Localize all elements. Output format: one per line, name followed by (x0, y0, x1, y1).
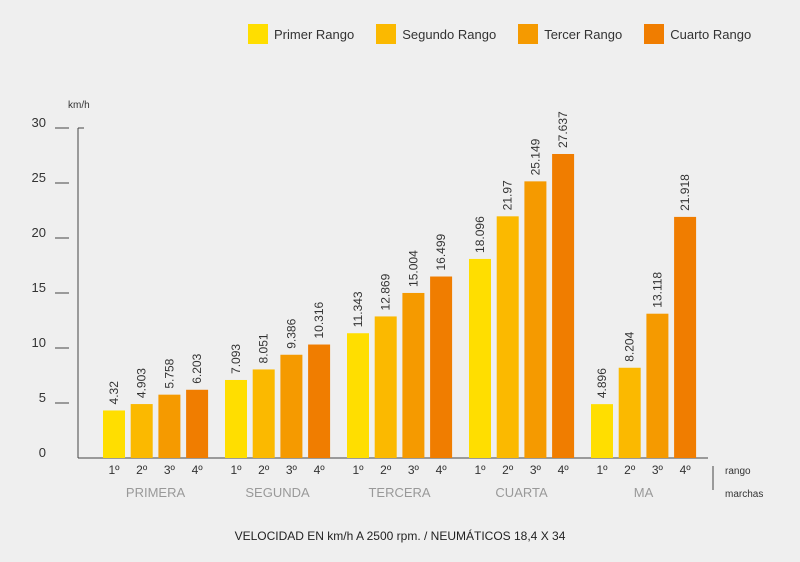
legend-label-segundo: Segundo Rango (402, 26, 497, 42)
bar (618, 367, 641, 458)
bar-value-label: 4.903 (135, 368, 149, 398)
x-subcategory-label: 2º (502, 463, 514, 477)
bar (130, 404, 153, 458)
bar-value-label: 13.118 (650, 272, 664, 308)
bar-value-label: 4.896 (595, 368, 609, 398)
x-subcategory-label: 3º (530, 463, 542, 477)
bar (308, 344, 331, 458)
x-subcategory-label: 4º (680, 463, 692, 477)
x-subcategory-label: 3º (286, 463, 298, 477)
bar (591, 404, 613, 458)
legend-item-cuarto: Cuarto Rango (644, 24, 751, 44)
x-subcategory-label: 3º (652, 463, 664, 477)
bar (186, 389, 209, 458)
bar-value-label: 12.869 (379, 273, 393, 310)
bar-value-label: 8.204 (623, 331, 637, 361)
x-subcategory-label: 3º (164, 463, 176, 477)
legend-label-tercer: Tercer Rango (544, 26, 623, 42)
bar (225, 379, 247, 458)
bar (496, 216, 519, 458)
legend-swatch-tercer (518, 24, 539, 44)
y-tick-label: 15 (32, 280, 46, 295)
bar (347, 333, 369, 458)
bar-value-label: 9.386 (284, 318, 298, 348)
bar-value-label: 27.637 (556, 111, 570, 148)
right-label-marchas: marchas (725, 489, 763, 500)
x-subcategory-label: 1º (108, 463, 120, 477)
x-subcategory-label: 2º (258, 463, 270, 477)
bar (524, 181, 547, 458)
y-axis-unit-label: km/h (68, 100, 90, 111)
x-subcategory-label: 4º (314, 463, 326, 477)
legend-swatch-segundo (376, 24, 397, 44)
bar-value-label: 25.149 (528, 138, 542, 175)
bar-value-label: 21.97 (501, 180, 515, 210)
x-group-label: PRIMERA (126, 485, 186, 500)
y-tick-label: 0 (39, 445, 46, 460)
bar-value-label: 4.32 (107, 381, 121, 405)
bar-value-label: 5.758 (162, 358, 176, 388)
legend-swatch-primer (248, 24, 268, 44)
bar (402, 292, 425, 458)
bar-value-label: 11.343 (351, 291, 365, 327)
chart-caption: VELOCIDAD EN km/h A 2500 rpm. / NEUMÁTIC… (234, 529, 566, 543)
right-label-rango: rango (725, 466, 751, 477)
bar-value-label: 7.093 (229, 344, 243, 374)
y-tick-label: 5 (39, 390, 46, 405)
x-group-label: SEGUNDA (245, 485, 310, 500)
x-group-label: TERCERA (368, 485, 430, 500)
legend-label-cuarto: Cuarto Rango (670, 26, 752, 42)
bar-value-label: 6.203 (190, 353, 204, 383)
y-tick-label: 25 (32, 170, 46, 185)
x-subcategory-label: 4º (436, 463, 448, 477)
bar (646, 313, 669, 458)
y-tick-label: 10 (32, 335, 46, 350)
legend-item-tercer: Tercer Rango (518, 24, 622, 44)
x-subcategory-label: 1º (352, 463, 364, 477)
x-subcategory-label: 3º (408, 463, 420, 477)
bar-value-label: 16.499 (434, 233, 448, 270)
x-subcategory-label: 2º (380, 463, 392, 477)
bar-value-label: 18.096 (473, 216, 487, 253)
bar (552, 153, 575, 459)
x-subcategory-label: 4º (558, 463, 570, 477)
legend-item-segundo: Segundo Rango (376, 24, 496, 44)
x-subcategory-label: 1º (230, 463, 242, 477)
legend: Primer Rango Segundo Rango Tercer Rango … (248, 24, 751, 44)
x-subcategory-label: 2º (624, 463, 636, 477)
legend-item-primer: Primer Rango (248, 24, 354, 44)
x-subcategory-label: 2º (136, 463, 148, 477)
bar (469, 258, 491, 458)
bar (252, 369, 275, 458)
bar-value-label: 10.316 (312, 301, 326, 338)
x-group-label: MA (634, 485, 654, 500)
bar (280, 354, 303, 458)
x-subcategory-label: 1º (596, 463, 608, 477)
bar (158, 394, 181, 458)
legend-swatch-cuarto (644, 24, 665, 44)
y-tick-label: 30 (32, 115, 46, 130)
bar-value-label: 15.004 (406, 250, 420, 287)
y-tick-label: 20 (32, 225, 46, 240)
x-subcategory-label: 4º (192, 463, 204, 477)
bar (430, 276, 453, 458)
bar (374, 316, 397, 458)
bar (674, 216, 697, 458)
x-subcategory-label: 1º (474, 463, 486, 477)
bar (103, 410, 125, 458)
x-group-label: CUARTA (495, 485, 548, 500)
bar-value-label: 8.051 (257, 333, 271, 363)
bar-value-label: 21.918 (678, 174, 692, 211)
legend-label-primer: Primer Rango (274, 26, 355, 42)
